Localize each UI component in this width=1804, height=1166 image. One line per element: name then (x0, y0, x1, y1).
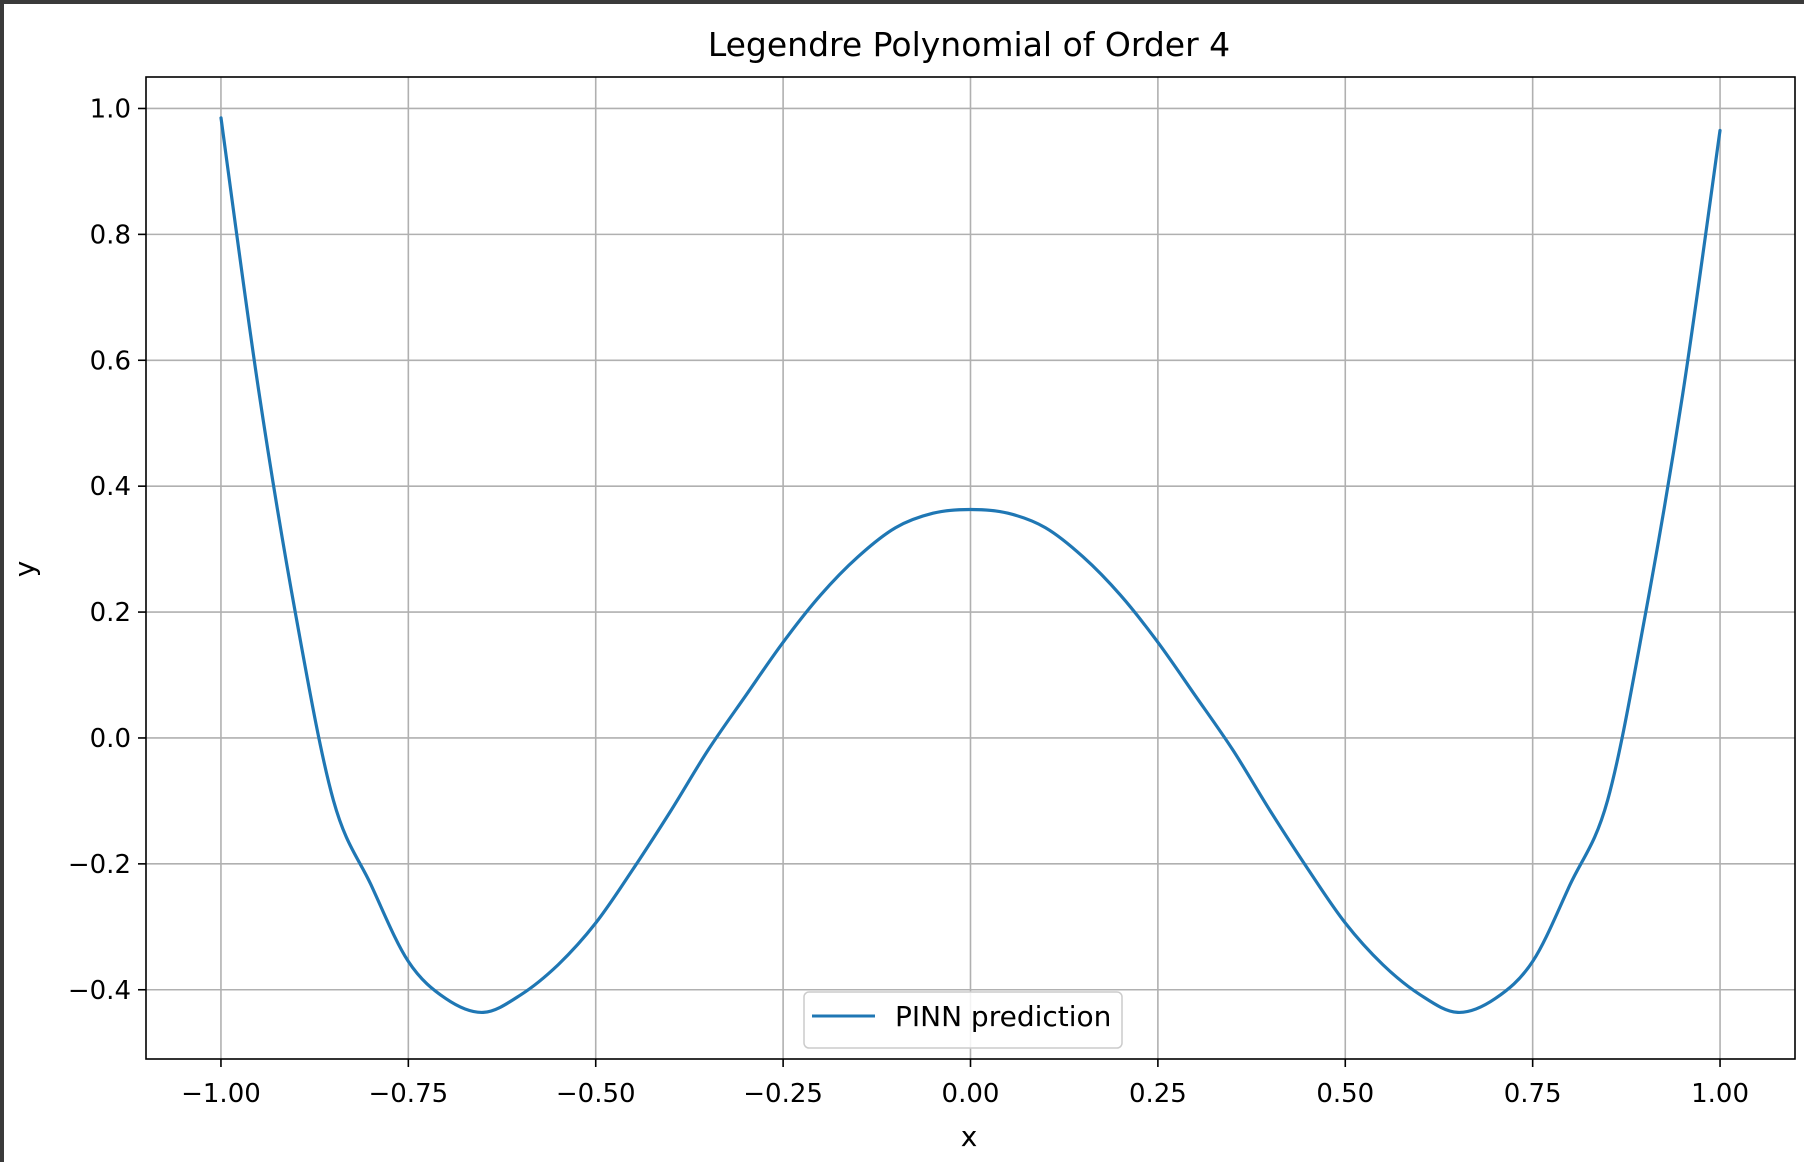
y-tick-label: 0.4 (90, 472, 131, 502)
x-tick-label: −0.50 (556, 1079, 636, 1109)
x-tick-label: 0.25 (1129, 1079, 1187, 1109)
x-tick-label: −1.00 (181, 1079, 261, 1109)
y-tick-label: 1.0 (90, 94, 131, 124)
line-chart: −1.00 −0.75 −0.50 −0.25 0.00 0.25 0.50 0.75 1.00… (8, 25, 1796, 1153)
grid (146, 77, 1795, 1059)
legend: PINN prediction (803, 991, 1123, 1049)
y-axis-title: y (8, 561, 41, 578)
x-tick-label: −0.25 (743, 1079, 823, 1109)
y-tick-label: 0.0 (90, 724, 131, 754)
y-tick-label: −0.2 (68, 850, 131, 880)
y-tick-label: −0.4 (68, 976, 131, 1006)
y-tick-label: 0.8 (90, 220, 131, 250)
legend-label: PINN prediction (895, 1000, 1111, 1033)
x-tick-label: 0.75 (1504, 1079, 1562, 1109)
series-layer (219, 116, 1722, 1015)
chart-title: Legendre Polynomial of Order 4 (708, 25, 1230, 64)
x-tick-label: 0.50 (1316, 1079, 1374, 1109)
y-tick-label: 0.2 (90, 598, 131, 628)
x-tick-label: −0.75 (368, 1079, 448, 1109)
series-line (219, 116, 1722, 1015)
axis-ticks: −1.00 −0.75 −0.50 −0.25 0.00 0.25 0.50 0.75 1.00… (68, 94, 1749, 1109)
x-tick-label: 1.00 (1691, 1079, 1749, 1109)
x-tick-label: 0.00 (942, 1079, 1000, 1109)
y-tick-label: 0.6 (90, 346, 131, 376)
legend-box (803, 991, 1123, 1049)
x-axis-title: x (961, 1120, 978, 1153)
